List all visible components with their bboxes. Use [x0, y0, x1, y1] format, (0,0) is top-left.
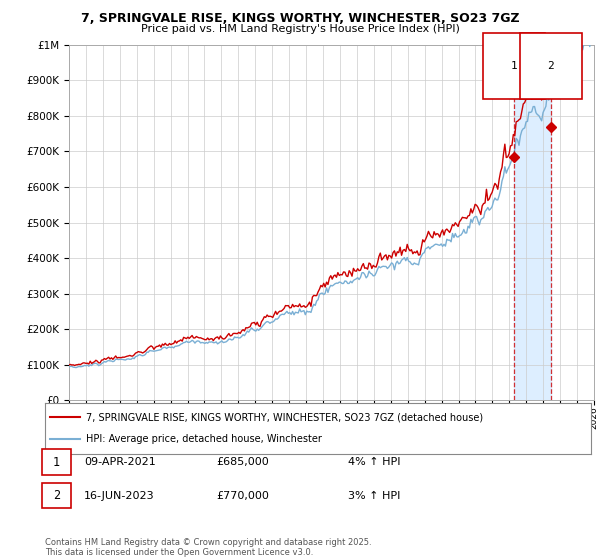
- Text: 7, SPRINGVALE RISE, KINGS WORTHY, WINCHESTER, SO23 7GZ (detached house): 7, SPRINGVALE RISE, KINGS WORTHY, WINCHE…: [86, 412, 483, 422]
- Text: 2: 2: [53, 489, 60, 502]
- Text: 1: 1: [53, 455, 60, 469]
- Text: Price paid vs. HM Land Registry's House Price Index (HPI): Price paid vs. HM Land Registry's House …: [140, 24, 460, 34]
- Text: HPI: Average price, detached house, Winchester: HPI: Average price, detached house, Winc…: [86, 435, 322, 445]
- Text: 4% ↑ HPI: 4% ↑ HPI: [348, 457, 401, 467]
- Text: Contains HM Land Registry data © Crown copyright and database right 2025.
This d: Contains HM Land Registry data © Crown c…: [45, 538, 371, 557]
- Text: £770,000: £770,000: [216, 491, 269, 501]
- Text: 3% ↑ HPI: 3% ↑ HPI: [348, 491, 400, 501]
- Text: 09-APR-2021: 09-APR-2021: [84, 457, 156, 467]
- Text: 7, SPRINGVALE RISE, KINGS WORTHY, WINCHESTER, SO23 7GZ: 7, SPRINGVALE RISE, KINGS WORTHY, WINCHE…: [80, 12, 520, 25]
- Text: 16-JUN-2023: 16-JUN-2023: [84, 491, 155, 501]
- Text: 2: 2: [548, 61, 554, 71]
- Bar: [514, 45, 551, 400]
- Text: 1: 1: [511, 61, 518, 71]
- Text: £685,000: £685,000: [216, 457, 269, 467]
